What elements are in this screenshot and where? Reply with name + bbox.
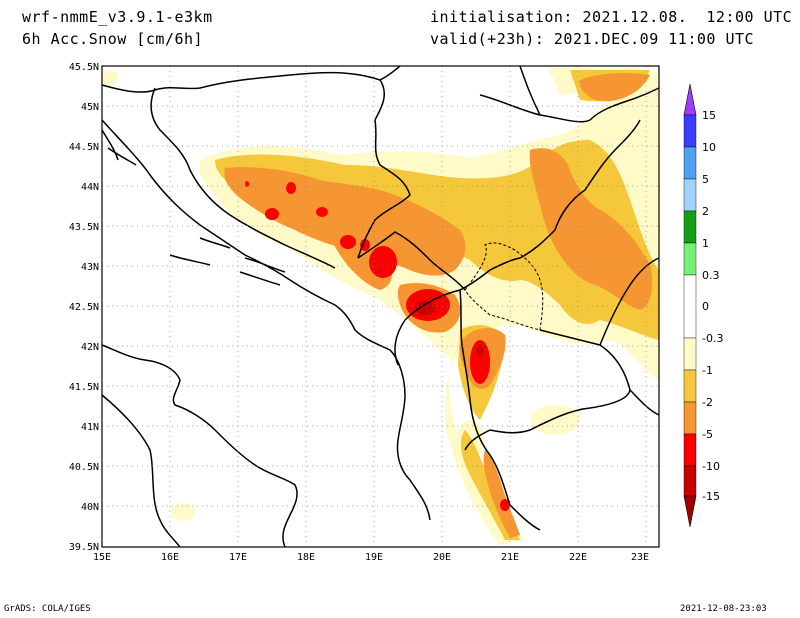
colorbar-swatch [683, 401, 697, 435]
colorbar-swatch [683, 274, 697, 339]
colorbar-label: -5 [702, 428, 713, 441]
colorbar-swatch [683, 114, 697, 148]
lat-label: 40.5N [69, 462, 99, 473]
colorbar-label: -2 [702, 396, 713, 409]
lat-label: 44N [81, 182, 99, 193]
lat-label: 42N [81, 342, 99, 353]
footer-credit: GrADS: COLA/IGES [4, 604, 91, 614]
colorbar-label: -10 [702, 460, 720, 473]
colorbar-swatch [683, 465, 697, 497]
lat-label: 41N [81, 422, 99, 433]
lon-label: 23E [631, 552, 649, 563]
lon-label: 15E [93, 552, 111, 563]
lat-label: 45N [81, 102, 99, 113]
lat-label: 42.5N [69, 302, 99, 313]
lon-label: 16E [161, 552, 179, 563]
lat-label: 39.5N [69, 542, 99, 553]
colorbar-label: -0.3 [702, 332, 723, 345]
colorbar-swatch [683, 242, 697, 276]
init-time: initialisation: 2021.12.08. 12:00 UTC [430, 8, 793, 26]
colorbar-swatch [683, 210, 697, 244]
colorbar-swatch [683, 178, 697, 212]
field-title: 6h Acc.Snow [cm/6h] [22, 30, 204, 48]
map-border [101, 65, 660, 548]
colorbar-label: -1 [702, 364, 713, 377]
grid [102, 66, 659, 547]
colorbar-label: 1 [702, 237, 709, 250]
lat-label: 44.5N [69, 142, 99, 153]
lat-label: 43N [81, 262, 99, 273]
lon-label: 22E [569, 552, 587, 563]
lon-label: 21E [501, 552, 519, 563]
colorbar-label: 0 [702, 300, 709, 313]
lon-label: 18E [297, 552, 315, 563]
lat-axis: 45.5N 45N 44.5N 44N 43.5N 43N 42.5N 42N … [69, 62, 99, 553]
coastlines-borders [101, 65, 660, 548]
lat-label: 40N [81, 502, 99, 513]
kosovo-border [464, 242, 544, 331]
lon-axis: 15E 16E 17E 18E 19E 20E 21E 22E 23E [93, 552, 649, 563]
colorbar-swatch [683, 433, 697, 467]
model-title: wrf-nmmE_v3.9.1-e3km [22, 8, 213, 26]
colorbar-bottom-arrow [683, 495, 697, 528]
lon-label: 19E [365, 552, 383, 563]
colorbar-label: -15 [702, 490, 720, 503]
colorbar-label: 2 [702, 205, 709, 218]
footer-timestamp: 2021-12-08-23:03 [680, 604, 767, 614]
lat-label: 41.5N [69, 382, 99, 393]
lat-label: 45.5N [69, 62, 99, 73]
lat-label: 43.5N [69, 222, 99, 233]
colorbar-label: 10 [702, 141, 716, 154]
lon-label: 17E [229, 552, 247, 563]
colorbar-label: 0.3 [702, 269, 720, 282]
colorbar-label: 5 [702, 173, 709, 186]
colorbar-swatch [683, 146, 697, 180]
colorbar-label: 15 [702, 109, 716, 122]
colorbar: 15 10 5 2 1 0.3 0 -0.3 -1 -2 -5 -10 -15 [683, 83, 723, 528]
colorbar-swatch [683, 337, 697, 371]
snow-field [102, 68, 659, 545]
lon-label: 20E [433, 552, 451, 563]
colorbar-top-arrow [683, 83, 697, 116]
valid-time: valid(+23h): 2021.DEC.09 11:00 UTC [430, 30, 755, 48]
colorbar-swatch [683, 369, 697, 403]
